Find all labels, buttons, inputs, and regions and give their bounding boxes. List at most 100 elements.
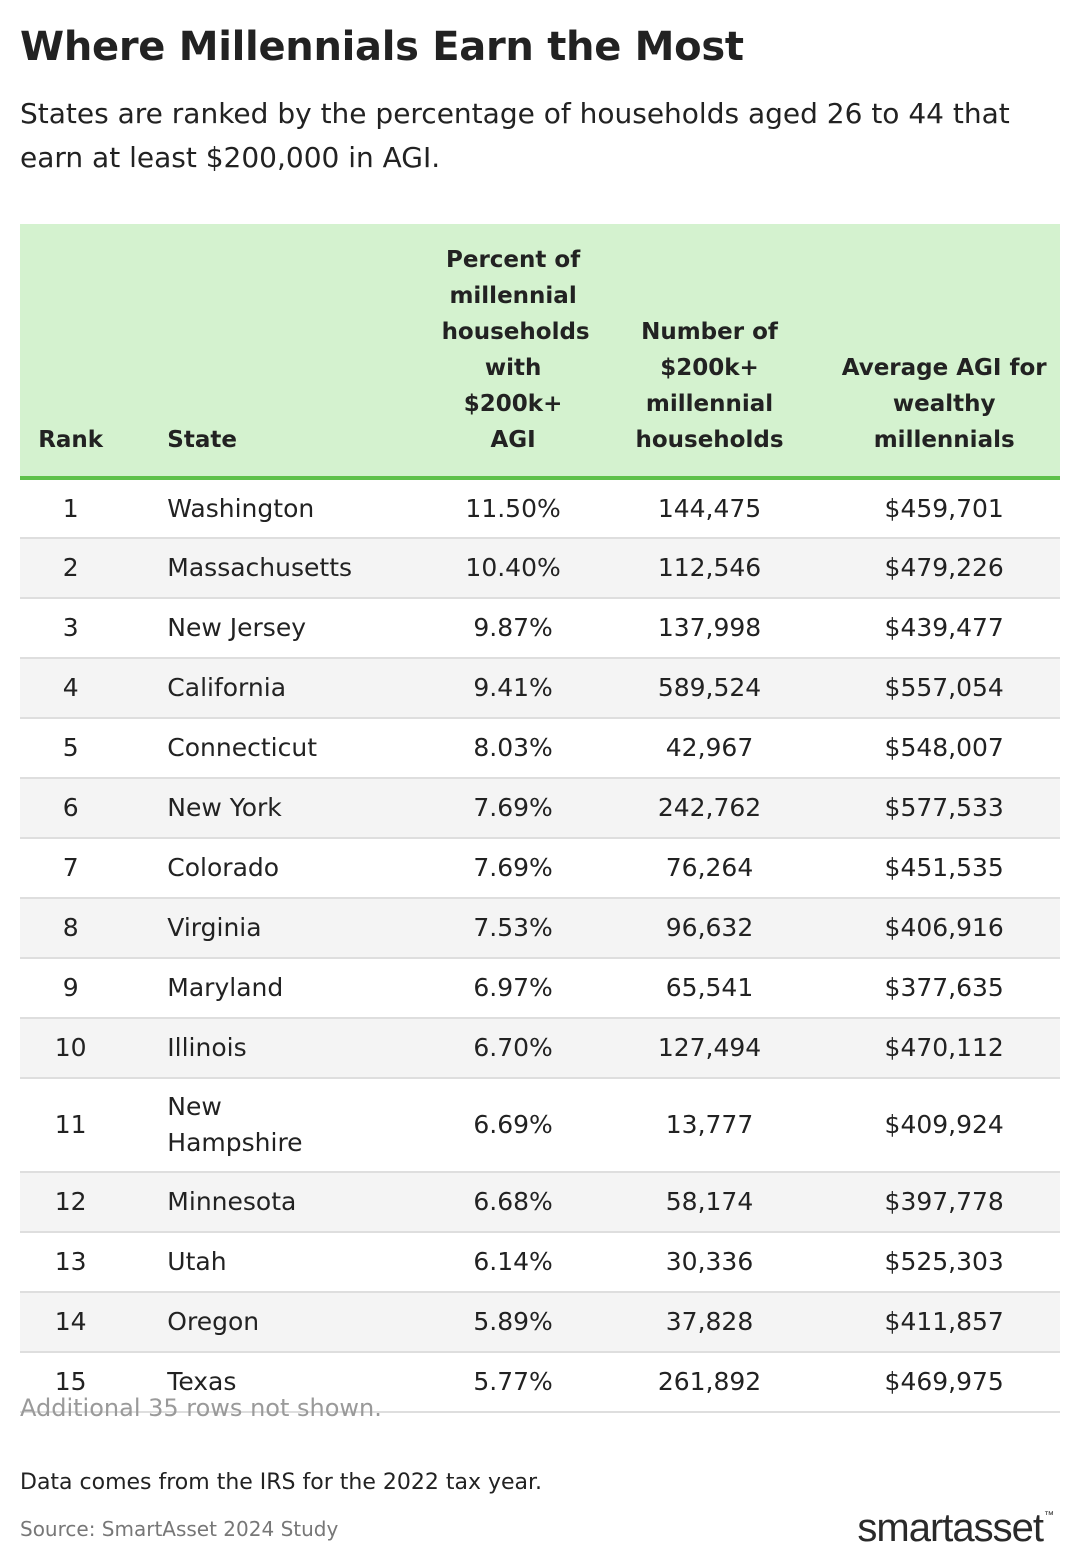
logo-trademark: ™	[1044, 1510, 1054, 1521]
data-table: Rank State Percent of millennial househo…	[20, 224, 1060, 1413]
cell-percent: 6.14%	[435, 1232, 591, 1293]
table-row: 11 New Hampshire 6.69% 13,777 $409,924	[20, 1078, 1060, 1173]
cell-average-agi: $439,477	[828, 598, 1060, 659]
cell-state: Massachusetts	[121, 538, 436, 599]
cell-average-agi: $377,635	[828, 958, 1060, 1019]
table-row: 7 Colorado 7.69% 76,264 $451,535	[20, 838, 1060, 899]
table-row: 3 New Jersey 9.87% 137,998 $439,477	[20, 598, 1060, 659]
cell-number: 96,632	[590, 898, 829, 959]
cell-state: California	[121, 658, 436, 719]
cell-rank: 14	[20, 1292, 122, 1353]
cell-average-agi: $451,535	[828, 838, 1060, 899]
table-body: 1 Washington 11.50% 144,475 $459,701 2 Massach…	[20, 478, 1060, 1413]
cell-state: Virginia	[121, 898, 436, 959]
header-percent: Percent of millennial households with $2…	[435, 224, 591, 480]
cell-average-agi: $411,857	[828, 1292, 1060, 1353]
cell-average-agi: $469,975	[828, 1352, 1060, 1413]
cell-average-agi: $557,054	[828, 658, 1060, 719]
cell-rank: 9	[20, 958, 122, 1019]
cell-average-agi: $459,701	[828, 478, 1060, 539]
cell-rank: 7	[20, 838, 122, 899]
cell-percent: 5.89%	[435, 1292, 591, 1353]
cell-state: Maryland	[121, 958, 436, 1019]
cell-average-agi: $577,533	[828, 778, 1060, 839]
table-row: 13 Utah 6.14% 30,336 $525,303	[20, 1232, 1060, 1293]
cell-state: Oregon	[121, 1292, 436, 1353]
cell-percent: 6.69%	[435, 1078, 591, 1173]
cell-percent: 11.50%	[435, 478, 591, 539]
cell-rank: 6	[20, 778, 122, 839]
cell-percent: 9.87%	[435, 598, 591, 659]
logo-text: smartasset	[857, 1506, 1044, 1550]
cell-percent: 7.69%	[435, 838, 591, 899]
cell-number: 13,777	[590, 1078, 829, 1173]
cell-rank: 12	[20, 1172, 122, 1233]
cell-number: 137,998	[590, 598, 829, 659]
page-title: Where Millennials Earn the Most	[20, 24, 744, 70]
cell-percent: 9.41%	[435, 658, 591, 719]
cell-average-agi: $548,007	[828, 718, 1060, 779]
cell-rank: 8	[20, 898, 122, 959]
table-row: 15 Texas 5.77% 261,892 $469,975	[20, 1352, 1060, 1413]
cell-percent: 7.53%	[435, 898, 591, 959]
cell-state: Colorado	[121, 838, 436, 899]
table-row: 10 Illinois 6.70% 127,494 $470,112	[20, 1018, 1060, 1079]
cell-rank: 3	[20, 598, 122, 659]
table-row: 12 Minnesota 6.68% 58,174 $397,778	[20, 1172, 1060, 1233]
header-average-agi: Average AGI for wealthy millennials	[828, 224, 1060, 480]
cell-percent: 5.77%	[435, 1352, 591, 1413]
cell-rank: 11	[20, 1078, 122, 1173]
source-note: Source: SmartAsset 2024 Study	[20, 1517, 339, 1541]
cell-average-agi: $470,112	[828, 1018, 1060, 1079]
cell-number: 261,892	[590, 1352, 829, 1413]
cell-rank: 15	[20, 1352, 122, 1413]
table-row: 1 Washington 11.50% 144,475 $459,701	[20, 478, 1060, 539]
table-row: 9 Maryland 6.97% 65,541 $377,635	[20, 958, 1060, 1019]
cell-state: Illinois	[121, 1018, 436, 1079]
cell-number: 127,494	[590, 1018, 829, 1079]
cell-percent: 6.68%	[435, 1172, 591, 1233]
cell-state: New Jersey	[121, 598, 436, 659]
cell-number: 242,762	[590, 778, 829, 839]
table-row: 2 Massachusetts 10.40% 112,546 $479,226	[20, 538, 1060, 599]
rows-not-shown-note: Additional 35 rows not shown.	[20, 1394, 382, 1422]
cell-average-agi: $409,924	[828, 1078, 1060, 1173]
data-table-container: Rank State Percent of millennial househo…	[20, 224, 1060, 1413]
cell-percent: 8.03%	[435, 718, 591, 779]
cell-number: 58,174	[590, 1172, 829, 1233]
header-rank: Rank	[20, 224, 122, 480]
smartasset-logo: smartasset™	[857, 1506, 1054, 1551]
cell-rank: 1	[20, 478, 122, 539]
cell-number: 42,967	[590, 718, 829, 779]
cell-percent: 6.97%	[435, 958, 591, 1019]
cell-number: 76,264	[590, 838, 829, 899]
cell-number: 65,541	[590, 958, 829, 1019]
cell-average-agi: $397,778	[828, 1172, 1060, 1233]
cell-state: Utah	[121, 1232, 436, 1293]
cell-average-agi: $525,303	[828, 1232, 1060, 1293]
cell-number: 30,336	[590, 1232, 829, 1293]
cell-rank: 10	[20, 1018, 122, 1079]
cell-state: Washington	[121, 478, 436, 539]
cell-state: Texas	[121, 1352, 436, 1413]
cell-rank: 2	[20, 538, 122, 599]
table-row: 8 Virginia 7.53% 96,632 $406,916	[20, 898, 1060, 959]
cell-rank: 13	[20, 1232, 122, 1293]
header-number: Number of $200k+ millennial households	[590, 224, 829, 480]
page-subtitle: States are ranked by the percentage of h…	[20, 97, 1010, 174]
table-row: 4 California 9.41% 589,524 $557,054	[20, 658, 1060, 719]
table-row: 14 Oregon 5.89% 37,828 $411,857	[20, 1292, 1060, 1353]
data-note: Data comes from the IRS for the 2022 tax…	[20, 1470, 543, 1495]
cell-state: New Hampshire	[121, 1078, 436, 1173]
cell-number: 144,475	[590, 478, 829, 539]
cell-rank: 4	[20, 658, 122, 719]
cell-percent: 7.69%	[435, 778, 591, 839]
cell-number: 37,828	[590, 1292, 829, 1353]
cell-number: 589,524	[590, 658, 829, 719]
table-header-row: Rank State Percent of millennial househo…	[20, 224, 1060, 480]
header-state: State	[121, 224, 436, 480]
cell-number: 112,546	[590, 538, 829, 599]
table-row: 6 New York 7.69% 242,762 $577,533	[20, 778, 1060, 839]
table-row: 5 Connecticut 8.03% 42,967 $548,007	[20, 718, 1060, 779]
cell-percent: 6.70%	[435, 1018, 591, 1079]
